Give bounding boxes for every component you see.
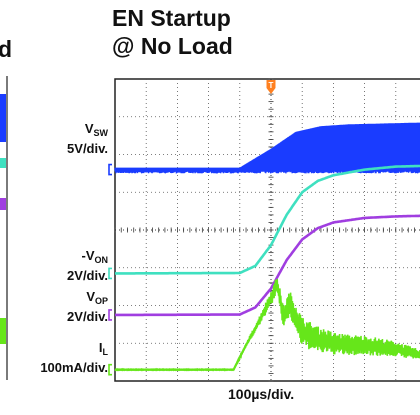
grid [114,78,420,382]
trigger-marker: T [266,80,276,94]
channel-name-von: -VON [81,248,108,265]
title-line-1: EN Startup [112,5,231,31]
trigger-label: T [269,81,274,90]
series-midline [115,281,420,371]
left-panel-trace [0,198,6,210]
left-panel-trace [0,158,6,168]
channel-level-marker [108,163,112,176]
channel-scale-vsw: 5V/div. [67,141,108,156]
trace-il [114,278,420,372]
trace-vop [115,214,420,317]
trigger-icon [266,80,276,94]
left-panel-title-fragment: d [0,36,13,62]
channel-label-von: -VON 2V/div. [67,248,108,284]
traces [114,122,420,372]
channel-markers [108,163,112,376]
channel-name-il: IL [98,340,108,357]
trace-von [115,164,420,275]
left-panel-trace [0,94,6,142]
chart-title: EN Startup @ No Load [112,4,233,60]
channel-level-marker [108,363,112,376]
channel-label-il: IL 100mA/div. [40,340,108,376]
left-panel-traces [0,76,8,380]
channel-label-vsw: VSW 5V/div. [67,121,108,157]
channel-scale-vop: 2V/div. [67,309,108,324]
channel-level-marker [108,267,112,280]
series-line [115,214,420,317]
series-line [114,122,420,174]
channel-level-marker [108,309,112,321]
left-panel-trace [0,318,6,344]
channel-label-vop: VOP 2V/div. [67,289,108,325]
series-line [115,164,420,275]
channel-scale-il: 100mA/div. [40,360,108,375]
title-line-2: @ No Load [112,33,233,59]
channel-name-vop: VOP [86,289,108,306]
x-axis-label: 100µs/div. [228,386,295,402]
channel-scale-von: 2V/div. [67,268,108,283]
channel-name-vsw: VSW [84,121,108,138]
